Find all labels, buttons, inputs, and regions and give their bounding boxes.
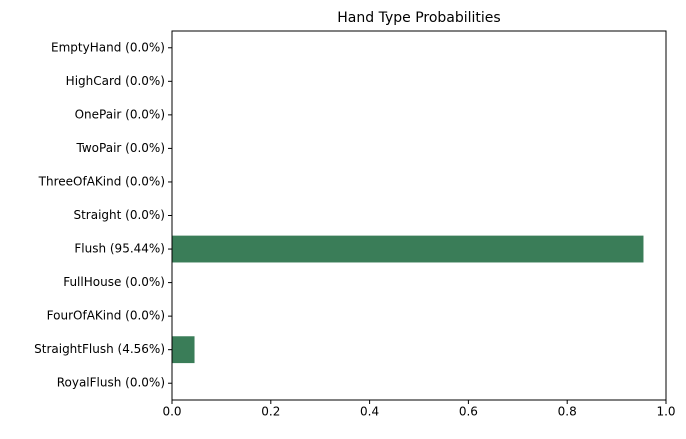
y-tick-label: StraightFlush (4.56%) <box>34 342 165 356</box>
y-tick-label: FourOfAKind (0.0%) <box>47 309 165 323</box>
x-tick-label: 0.0 <box>162 405 181 419</box>
y-tick-label: RoyalFlush (0.0%) <box>57 376 165 390</box>
y-tick-label: HighCard (0.0%) <box>66 74 165 88</box>
y-tick-label: TwoPair (0.0%) <box>76 141 165 155</box>
bar <box>172 235 644 263</box>
bar <box>172 336 195 364</box>
y-tick-label: Flush (95.44%) <box>74 242 165 256</box>
x-tick-label: 0.4 <box>360 405 379 419</box>
y-tick-label: ThreeOfAKind (0.0%) <box>38 174 165 188</box>
y-tick-label: EmptyHand (0.0%) <box>51 40 165 54</box>
x-tick-label: 1.0 <box>656 405 675 419</box>
y-tick-label: OnePair (0.0%) <box>75 107 165 121</box>
x-tick-label: 0.2 <box>261 405 280 419</box>
y-tick-label: Straight (0.0%) <box>73 208 165 222</box>
plot-frame <box>171 30 667 401</box>
x-tick-label: 0.8 <box>558 405 577 419</box>
y-tick-label: FullHouse (0.0%) <box>63 275 165 289</box>
chart-title: Hand Type Probabilities <box>337 10 500 26</box>
x-tick-label: 0.6 <box>459 405 478 419</box>
